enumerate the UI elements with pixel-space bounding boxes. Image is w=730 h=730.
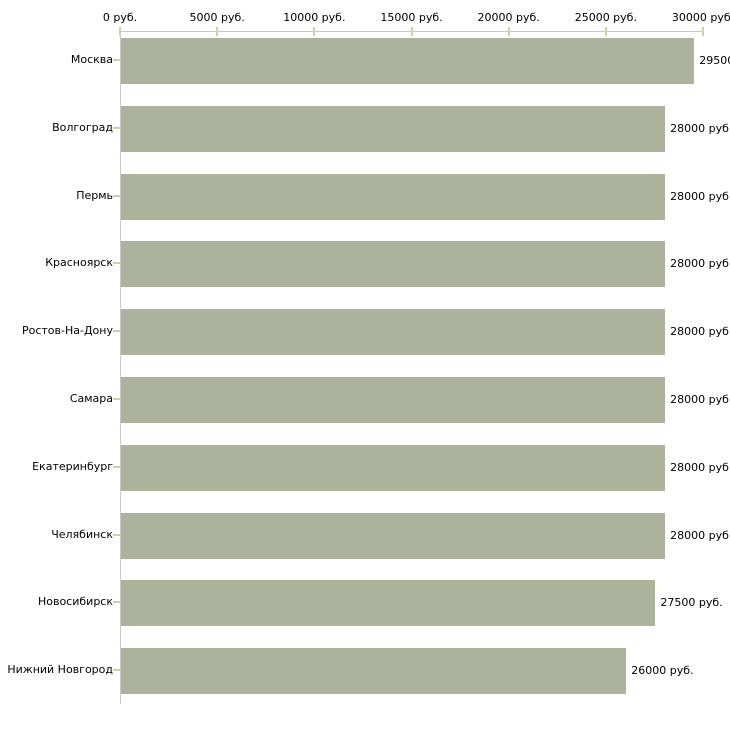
bar-value-label: 28000 руб. xyxy=(670,528,730,542)
y-axis-label: Красноярск xyxy=(45,256,113,270)
bar-value-label: 28000 руб. xyxy=(670,460,730,474)
bar-value-label: 26000 руб. xyxy=(631,664,694,678)
bar-value-label: 28000 руб. xyxy=(670,257,730,271)
bar xyxy=(121,105,666,152)
y-tick-mark xyxy=(113,330,120,333)
x-tick-mark xyxy=(507,27,510,36)
x-tick-label: 25000 руб. xyxy=(574,11,637,24)
x-tick-label: 20000 руб. xyxy=(477,11,540,24)
x-tick-label: 30000 руб. xyxy=(671,11,730,24)
y-axis-label: Ростов-На-Дону xyxy=(21,324,113,338)
bar-value-label: 28000 руб. xyxy=(670,189,730,203)
x-tick-mark xyxy=(216,27,219,36)
bar-value-label: 28000 руб. xyxy=(670,121,730,135)
y-tick-mark xyxy=(113,59,120,61)
bar xyxy=(121,580,656,627)
x-tick-label: 10000 руб. xyxy=(283,11,346,24)
x-tick-mark xyxy=(313,27,316,36)
bar xyxy=(121,241,666,288)
y-tick-mark xyxy=(113,601,120,604)
y-axis-label: Москва xyxy=(70,53,113,66)
y-tick-mark xyxy=(113,533,120,536)
bar xyxy=(121,648,627,695)
y-axis-label: Екатеринбург xyxy=(32,459,113,473)
bar-value-label: 28000 руб. xyxy=(670,325,730,339)
x-tick-label: 5000 руб. xyxy=(189,11,245,24)
y-tick-mark xyxy=(113,194,120,197)
x-tick-label: 0 руб. xyxy=(102,11,138,24)
bar-value-label: 29500 xyxy=(699,54,730,67)
plot-area: 29500 28000 руб. 28000 руб. 28000 руб. 28000… xyxy=(120,31,730,704)
bar xyxy=(121,38,695,84)
bar xyxy=(121,512,666,559)
y-tick-mark xyxy=(113,398,120,400)
y-tick-mark xyxy=(113,669,120,672)
y-axis-label: Челябинск xyxy=(51,527,113,541)
bar-value-label: 28000 руб. xyxy=(670,393,730,406)
y-axis-label: Новосибирск xyxy=(37,595,113,609)
bar xyxy=(121,173,666,220)
x-tick-mark xyxy=(604,27,607,36)
y-axis-label: Волгоград xyxy=(52,120,113,134)
y-tick-mark xyxy=(113,126,120,129)
bar xyxy=(121,444,666,491)
x-tick-mark xyxy=(119,27,121,36)
bar xyxy=(121,377,666,423)
y-axis-label: Пермь xyxy=(76,188,113,202)
x-tick-label: 15000 руб. xyxy=(380,11,443,24)
bar xyxy=(121,309,666,356)
y-tick-mark xyxy=(113,465,120,468)
y-tick-mark xyxy=(113,262,120,265)
y-axis-label: Самара xyxy=(69,392,113,405)
x-tick-mark xyxy=(702,27,704,36)
y-axis-label: Нижний Новгород xyxy=(7,663,113,677)
x-tick-mark xyxy=(410,27,413,36)
bar-value-label: 27500 руб. xyxy=(660,596,723,610)
